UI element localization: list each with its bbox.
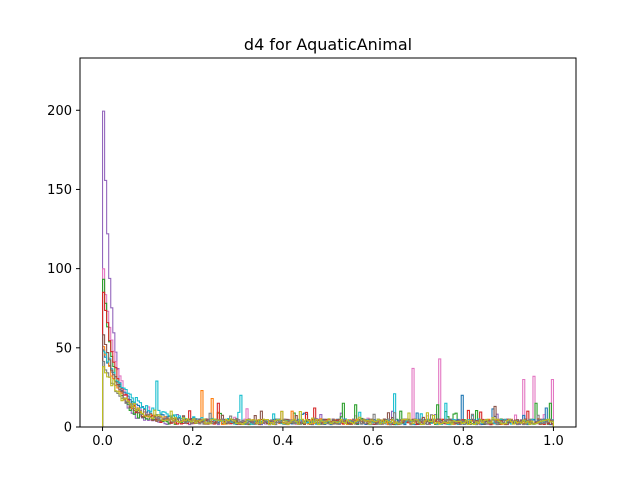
y-tick-label: 100	[47, 262, 72, 277]
x-tick-label: 0.6	[363, 434, 384, 449]
y-tick-label: 200	[47, 104, 72, 119]
y-tick-label: 50	[55, 341, 72, 356]
axes-layer: 0.0 0.2 0.4 0.6 0.8 1.0 0 50 100 150 200	[47, 57, 577, 449]
chart-title: d4 for AquaticAnimal	[244, 35, 412, 54]
histogram-series-9	[102, 360, 554, 427]
y-tick-label: 0	[64, 421, 72, 436]
series-layer	[102, 110, 554, 427]
x-tick-label: 1.0	[543, 434, 564, 449]
histogram-series-10	[102, 366, 554, 427]
x-tick-label: 0.2	[182, 434, 203, 449]
y-tick-label: 150	[47, 183, 72, 198]
x-tick-label: 0.4	[273, 434, 294, 449]
x-tick-label: 0.0	[92, 434, 113, 449]
x-tick-label: 0.8	[453, 434, 474, 449]
plot-frame	[79, 57, 577, 428]
